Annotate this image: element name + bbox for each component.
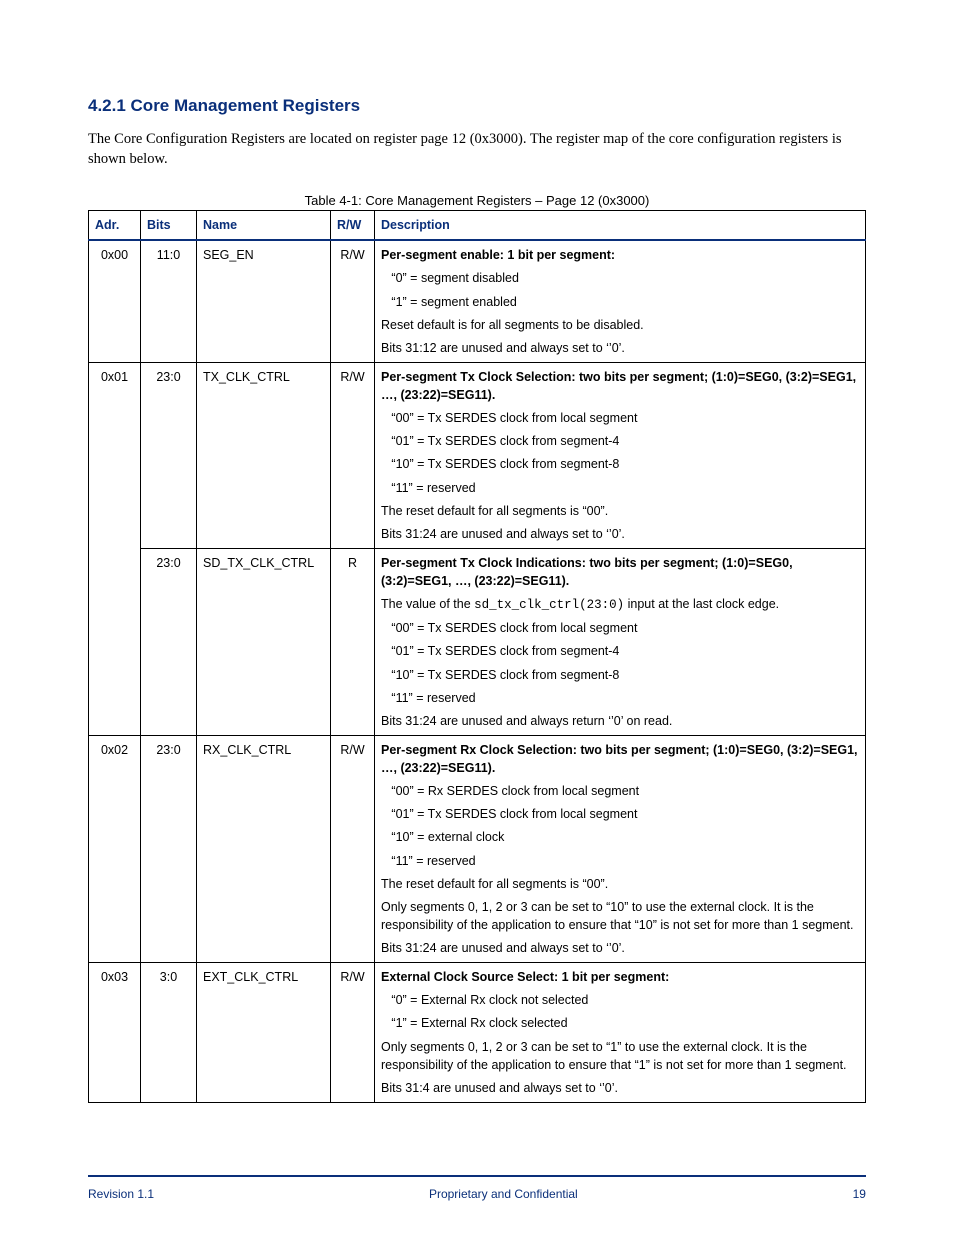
cell-addr: 0x01: [89, 362, 141, 735]
table-row: 0x03 3:0 EXT_CLK_CTRL R/W External Clock…: [89, 963, 866, 1103]
table-row: 0x01 23:0 TX_CLK_CTRL R/W Per-segment Tx…: [89, 362, 866, 548]
col-header-addr: Adr.: [89, 211, 141, 241]
cell-name: SD_TX_CLK_CTRL: [197, 548, 331, 735]
footer-center: Proprietary and Confidential: [429, 1187, 578, 1201]
cell-name: SEG_EN: [197, 240, 331, 362]
cell-rw: R: [331, 548, 375, 735]
page-footer: Revision 1.1 Proprietary and Confidentia…: [88, 1187, 866, 1201]
register-map-table: Adr. Bits Name R/W Description 0x00 11:0…: [88, 210, 866, 1103]
table-row: 23:0 SD_TX_CLK_CTRL R Per-segment Tx Clo…: [89, 548, 866, 735]
cell-desc: External Clock Source Select: 1 bit per …: [375, 963, 866, 1103]
page-root: 4.2.1 Core Management Registers The Core…: [0, 0, 954, 1235]
cell-bits: 23:0: [141, 548, 197, 735]
cell-name: RX_CLK_CTRL: [197, 735, 331, 962]
cell-rw: R/W: [331, 362, 375, 548]
footer-left: Revision 1.1: [88, 1187, 154, 1201]
cell-desc: Per-segment Tx Clock Indications: two bi…: [375, 548, 866, 735]
col-header-rw: R/W: [331, 211, 375, 241]
col-header-name: Name: [197, 211, 331, 241]
cell-desc: Per-segment Tx Clock Selection: two bits…: [375, 362, 866, 548]
cell-name: EXT_CLK_CTRL: [197, 963, 331, 1103]
table-row: 0x00 11:0 SEG_EN R/W Per-segment enable:…: [89, 240, 866, 362]
table-title: Table 4-1: Core Management Registers – P…: [88, 193, 866, 208]
cell-rw: R/W: [331, 963, 375, 1103]
cell-bits: 23:0: [141, 735, 197, 962]
intro-paragraph: The Core Configuration Registers are loc…: [88, 130, 866, 169]
cell-rw: R/W: [331, 735, 375, 962]
cell-rw: R/W: [331, 240, 375, 362]
table-row: 0x02 23:0 RX_CLK_CTRL R/W Per-segment Rx…: [89, 735, 866, 962]
footer-right: 19: [853, 1187, 866, 1201]
cell-bits: 23:0: [141, 362, 197, 548]
cell-addr: 0x00: [89, 240, 141, 362]
cell-name: TX_CLK_CTRL: [197, 362, 331, 548]
cell-addr: 0x02: [89, 735, 141, 962]
table-header-row: Adr. Bits Name R/W Description: [89, 211, 866, 241]
cell-bits: 11:0: [141, 240, 197, 362]
col-header-bits: Bits: [141, 211, 197, 241]
cell-addr: 0x03: [89, 963, 141, 1103]
section-heading: 4.2.1 Core Management Registers: [88, 96, 866, 116]
cell-desc: Per-segment Rx Clock Selection: two bits…: [375, 735, 866, 962]
col-header-desc: Description: [375, 211, 866, 241]
cell-desc: Per-segment enable: 1 bit per segment: “…: [375, 240, 866, 362]
cell-bits: 3:0: [141, 963, 197, 1103]
footer-rule: [88, 1175, 866, 1177]
